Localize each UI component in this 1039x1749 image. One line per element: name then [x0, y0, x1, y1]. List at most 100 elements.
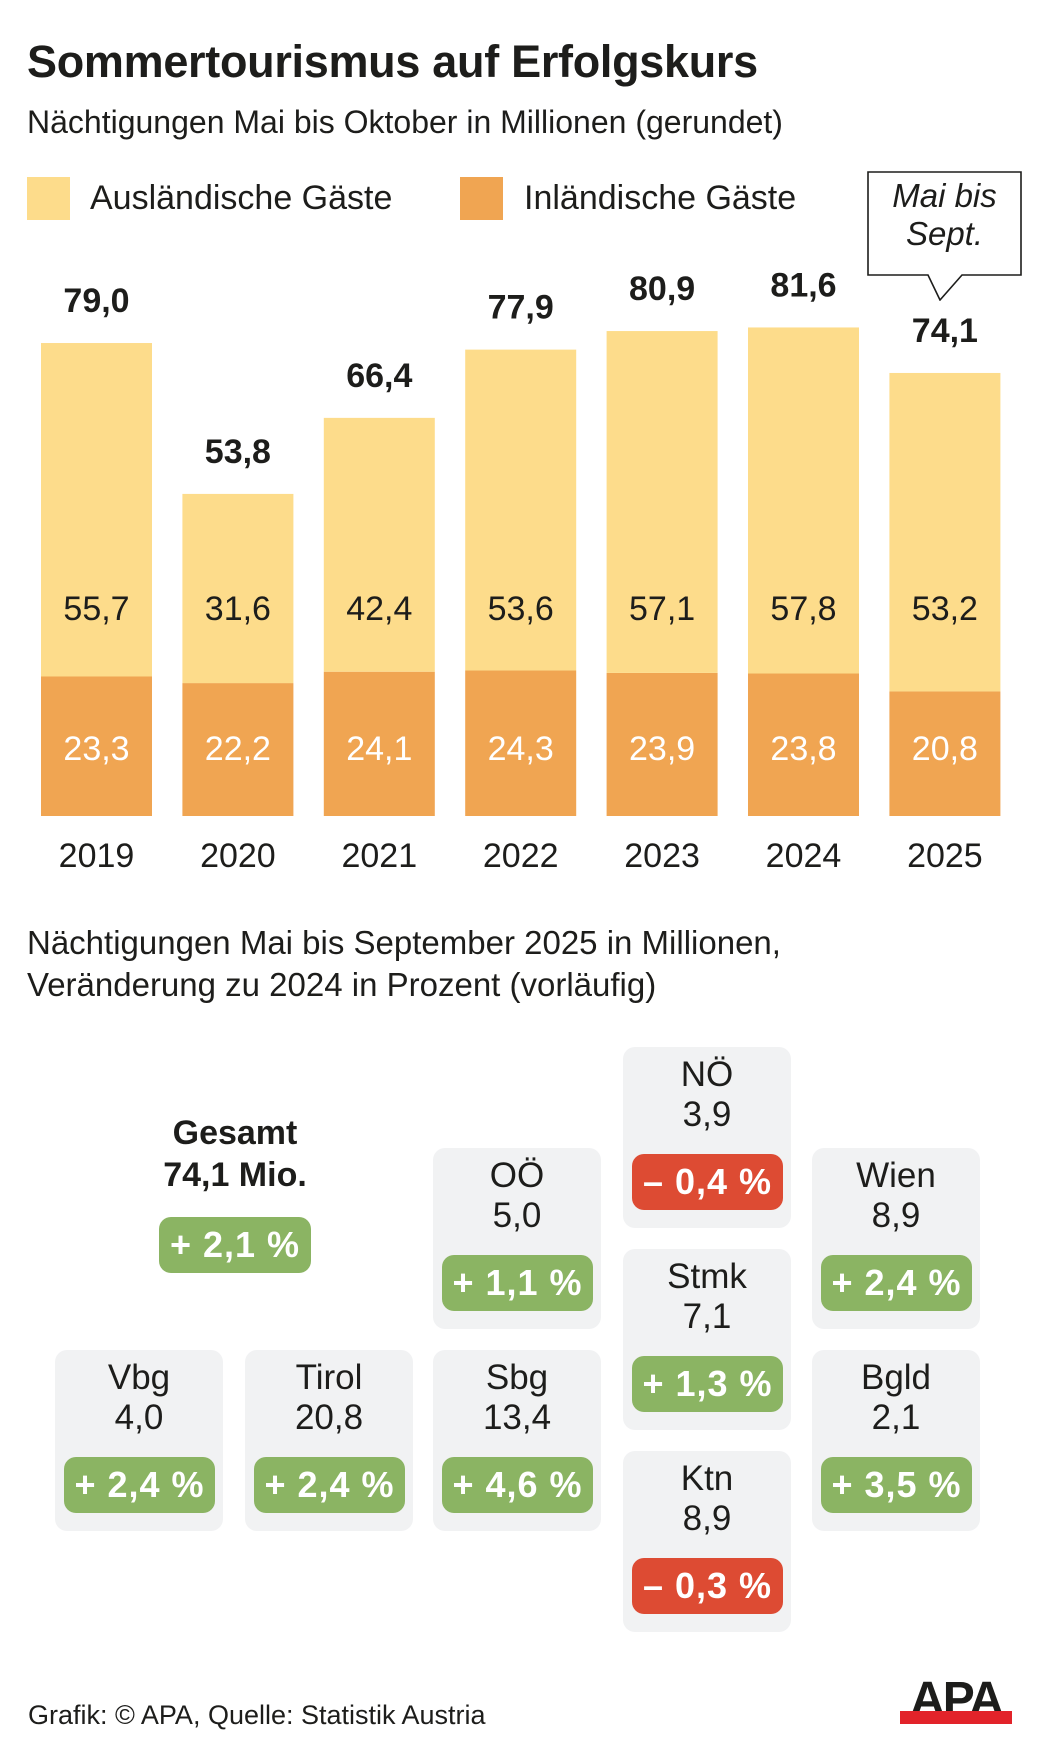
apa-logo: APA: [900, 1676, 1012, 1726]
region-tile: Stmk 7,1 + 1,3 %: [623, 1249, 791, 1430]
chart-subtitle: Nächtigungen Mai bis Oktober in Millione…: [27, 104, 783, 140]
total-label-2019: 79,0: [63, 282, 129, 320]
region-name: Stmk: [667, 1257, 747, 1296]
value-label-domestic-2020: 22,2: [205, 730, 271, 768]
region-change-badge: + 3,5 %: [821, 1457, 972, 1513]
value-label-foreign-2025: 53,2: [912, 590, 978, 628]
total-label-2022: 77,9: [488, 289, 554, 327]
legend-swatch-foreign-guests: [27, 177, 70, 220]
year-label-2025: 2025: [907, 837, 983, 875]
bar-segment-domestic-2024: [748, 673, 859, 816]
value-label-foreign-2021: 42,4: [346, 590, 412, 628]
value-label-domestic-2019: 23,3: [63, 730, 129, 768]
region-name: NÖ: [680, 1055, 734, 1094]
region-change-badge: + 1,3 %: [632, 1356, 783, 1412]
region-name: Wien: [856, 1156, 936, 1195]
year-label-2023: 2023: [624, 837, 700, 875]
region-tile: Ktn 8,9 – 0,3 %: [623, 1451, 791, 1632]
year-label-2022: 2022: [483, 837, 559, 875]
value-label-foreign-2022: 53,6: [488, 590, 554, 628]
total-label-2025: 74,1: [912, 312, 978, 350]
bar-segment-domestic-2023: [606, 672, 718, 816]
apa-logo-bar: [900, 1711, 1012, 1724]
value-label-domestic-2022: 24,3: [488, 730, 554, 768]
year-label-2020: 2020: [200, 837, 276, 875]
total-label-2021: 66,4: [346, 357, 412, 395]
value-label-domestic-2021: 24,1: [346, 730, 412, 768]
region-change-badge: – 0,4 %: [632, 1154, 783, 1210]
region-change-badge: – 0,3 %: [632, 1558, 783, 1614]
total-change-badge: + 2,1 %: [159, 1217, 311, 1273]
region-overnight-stays: 13,4: [482, 1398, 552, 1437]
region-overnight-stays: 8,9: [682, 1499, 732, 1538]
legend-swatch-domestic-guests: [460, 177, 503, 220]
region-change-badge: + 2,4 %: [821, 1255, 972, 1311]
total-label-2024: 81,6: [770, 266, 836, 304]
total-label: Gesamt: [172, 1114, 298, 1152]
region-tile: OÖ 5,0 + 1,1 %: [433, 1148, 601, 1329]
total-label-2020: 53,8: [205, 433, 271, 471]
regions-subtitle-line-2: Veränderung zu 2024 in Prozent (vorläufi…: [27, 966, 657, 1003]
legend-label-foreign-guests: Ausländische Gäste: [90, 179, 393, 217]
region-name: Sbg: [485, 1358, 549, 1397]
region-tile: Vbg 4,0 + 2,4 %: [55, 1350, 223, 1531]
legend-label-domestic-guests: Inländische Gäste: [524, 179, 797, 217]
value-label-foreign-2019: 55,7: [63, 590, 129, 628]
region-overnight-stays: 5,0: [492, 1196, 542, 1235]
labels-layer: 23,3 55,7 79,0 2019 22,2 31,6 53,8 2020 24,1 42,4…: [59, 266, 983, 875]
callout-line-2: Sept.: [905, 215, 984, 252]
total-label-2023: 80,9: [629, 270, 695, 308]
bar-segment-foreign-2023: [606, 331, 718, 673]
region-name: OÖ: [489, 1156, 545, 1195]
total-value: 74,1 Mio.: [163, 1156, 307, 1194]
bar-segment-domestic-2019: [41, 676, 152, 816]
year-label-2019: 2019: [59, 837, 135, 875]
callout-text: Mai bis Sept.: [867, 177, 1022, 253]
bar-segment-foreign-2021: [323, 417, 435, 672]
bar-segment-foreign-2020: [182, 493, 294, 684]
value-label-domestic-2025: 20,8: [912, 730, 978, 768]
callout-bubble: [867, 171, 1022, 301]
region-change-badge: + 1,1 %: [442, 1255, 593, 1311]
region-change-badge: + 2,4 %: [64, 1457, 215, 1513]
region-name: Vbg: [107, 1358, 171, 1397]
bar-segment-foreign-2024: [748, 327, 859, 674]
bars-layer: [41, 327, 1001, 816]
value-label-domestic-2023: 23,9: [629, 730, 695, 768]
value-label-domestic-2024: 23,8: [770, 730, 836, 768]
region-overnight-stays: 2,1: [871, 1398, 921, 1437]
year-label-2024: 2024: [766, 837, 842, 875]
callout-line-1: Mai bis: [892, 177, 997, 214]
value-label-foreign-2024: 57,8: [770, 590, 836, 628]
regions-subtitle: Nächtigungen Mai bis September 2025 in M…: [27, 922, 781, 1006]
regions-subtitle-line-1: Nächtigungen Mai bis September 2025 in M…: [27, 924, 781, 961]
region-overnight-stays: 3,9: [682, 1095, 732, 1134]
total-summary: Gesamt 74,1 Mio.: [134, 1112, 336, 1196]
region-change-badge: + 4,6 %: [442, 1457, 593, 1513]
chart-title: Sommertourismus auf Erfolgskurs: [27, 36, 758, 87]
region-tile: Bgld 2,1 + 3,5 %: [812, 1350, 980, 1531]
region-tile: Tirol 20,8 + 2,4 %: [245, 1350, 413, 1531]
bar-segment-domestic-2021: [323, 671, 435, 816]
region-tile: Sbg 13,4 + 4,6 %: [433, 1350, 601, 1531]
region-name: Tirol: [295, 1358, 363, 1397]
stacked-bar-chart: 23,3 55,7 79,0 2019 22,2 31,6 53,8 2020 24,1 42,4…: [41, 266, 1001, 875]
bar-segment-foreign-2019: [41, 343, 152, 677]
region-overnight-stays: 8,9: [871, 1196, 921, 1235]
footer-credit: Grafik: © APA, Quelle: Statistik Austria: [28, 1700, 486, 1730]
region-tile: NÖ 3,9 – 0,4 %: [623, 1047, 791, 1228]
region-name: Bgld: [860, 1358, 932, 1397]
bar-segment-foreign-2022: [465, 349, 577, 671]
region-overnight-stays: 4,0: [114, 1398, 164, 1437]
region-overnight-stays: 20,8: [294, 1398, 364, 1437]
bar-segment-domestic-2025: [889, 691, 1001, 816]
region-name: Ktn: [680, 1459, 734, 1498]
bar-segment-foreign-2025: [889, 372, 1001, 692]
region-overnight-stays: 7,1: [682, 1297, 732, 1336]
region-tile: Wien 8,9 + 2,4 %: [812, 1148, 980, 1329]
value-label-foreign-2020: 31,6: [205, 590, 271, 628]
bar-segment-domestic-2020: [182, 683, 294, 816]
year-label-2021: 2021: [341, 837, 417, 875]
value-label-foreign-2023: 57,1: [629, 590, 695, 628]
region-change-badge: + 2,4 %: [254, 1457, 405, 1513]
